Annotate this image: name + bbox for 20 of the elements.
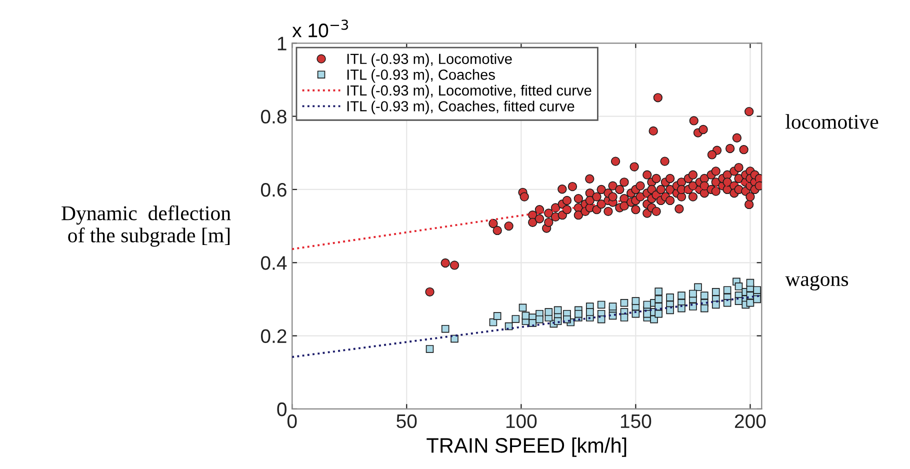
y-tick-label: 1 [278, 36, 286, 50]
y-tick-label: 0.8 [260, 110, 286, 124]
x-tick-label: 100 [506, 414, 537, 428]
y-tick-label: 0.2 [260, 329, 286, 344]
text: locomotive [786, 114, 878, 129]
y-tick-label: 0.6 [260, 182, 286, 197]
x-tick-label: 150 [620, 414, 652, 428]
legend-label: ITL (-0.93 m), Locomotive, fitted curve [347, 84, 592, 99]
text: wagons [785, 275, 848, 290]
x-tick-label: 200 [734, 414, 766, 428]
legend-label: ITL (-0.93 m), Coaches, fitted curve [347, 100, 574, 114]
text: x 10$^{−3}$ [292, 20, 348, 38]
y-axis-title: Dynamic deflection of the subgrade [m] [62, 205, 231, 247]
y-tick-label: 0 [277, 402, 286, 416]
x-tick-label: 0 [287, 414, 297, 428]
legend-label: ITL (-0.93 m), Coaches [347, 69, 495, 83]
legend-label: ITL (-0.93 m), Locomotive [347, 53, 512, 67]
x-tick-label: 50 [396, 414, 417, 428]
y-tick-label: 0.4 [260, 256, 287, 270]
x-axis-title: TRAIN SPEED [km/h] [426, 438, 626, 457]
